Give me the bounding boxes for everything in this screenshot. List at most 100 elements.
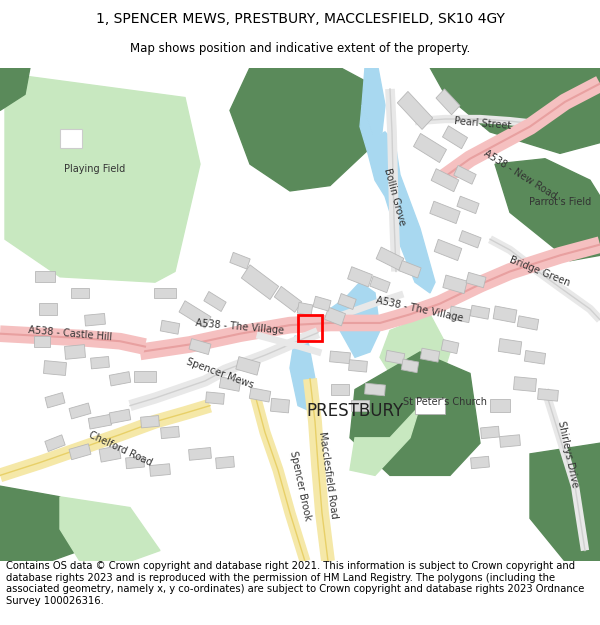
Text: Playing Field: Playing Field [64,164,125,174]
Polygon shape [65,344,85,359]
Polygon shape [454,166,476,184]
Polygon shape [517,316,539,330]
Polygon shape [470,305,490,319]
Polygon shape [99,446,121,462]
Polygon shape [349,360,367,372]
Polygon shape [338,294,356,309]
Polygon shape [493,306,517,322]
Polygon shape [44,361,67,376]
Polygon shape [179,301,211,328]
Polygon shape [430,201,460,224]
Polygon shape [466,272,486,288]
Polygon shape [230,68,380,191]
Polygon shape [154,288,176,298]
Polygon shape [325,307,346,326]
Polygon shape [0,486,80,561]
Text: A538 - New Road: A538 - New Road [482,148,558,201]
Polygon shape [290,336,315,411]
Polygon shape [420,348,440,362]
Text: Chelford Road: Chelford Road [87,429,153,468]
Polygon shape [399,261,421,278]
Polygon shape [459,231,481,248]
Text: Contains OS data © Crown copyright and database right 2021. This information is : Contains OS data © Crown copyright and d… [6,561,584,606]
Polygon shape [109,409,131,424]
Polygon shape [442,126,467,149]
Polygon shape [313,296,331,311]
Polygon shape [385,351,405,364]
Polygon shape [297,302,313,316]
Polygon shape [436,89,460,115]
Text: Parrot's Field: Parrot's Field [529,197,591,207]
Polygon shape [149,464,170,476]
Polygon shape [71,288,89,298]
Polygon shape [69,403,91,419]
Text: Bridge Green: Bridge Green [508,255,572,288]
Text: A538 - The Village: A538 - The Village [376,295,464,323]
Text: Spencer Brook: Spencer Brook [288,451,312,522]
Polygon shape [457,196,479,214]
Polygon shape [249,388,271,402]
Polygon shape [39,302,57,316]
Polygon shape [413,134,446,162]
Polygon shape [530,443,600,561]
Polygon shape [274,286,302,312]
Polygon shape [236,357,260,375]
Polygon shape [360,105,435,293]
Polygon shape [35,271,55,282]
Polygon shape [380,314,450,389]
Polygon shape [0,68,30,111]
Text: St Peter's Church: St Peter's Church [403,398,487,408]
Polygon shape [161,426,179,439]
Text: PRESTBURY: PRESTBURY [307,402,404,420]
Polygon shape [365,383,385,396]
Polygon shape [441,339,459,354]
Polygon shape [449,306,471,322]
Text: A538 - Castle Hill: A538 - Castle Hill [28,325,112,342]
Polygon shape [350,406,420,476]
Polygon shape [415,398,445,414]
Polygon shape [88,414,112,429]
Polygon shape [215,456,235,469]
Polygon shape [514,377,536,392]
Polygon shape [430,68,600,153]
Polygon shape [189,339,211,354]
Text: Map shows position and indicative extent of the property.: Map shows position and indicative extent… [130,42,470,55]
Polygon shape [85,314,106,326]
Text: Pearl Street: Pearl Street [454,116,512,131]
Polygon shape [481,426,499,439]
Polygon shape [5,76,200,282]
Text: A538 - The Village: A538 - The Village [195,318,285,336]
Polygon shape [376,247,404,270]
Polygon shape [45,435,65,451]
Polygon shape [490,399,510,412]
Polygon shape [397,91,433,129]
Bar [60,129,82,148]
Text: 1, SPENCER MEWS, PRESTBURY, MACCLESFIELD, SK10 4GY: 1, SPENCER MEWS, PRESTBURY, MACCLESFIELD… [95,12,505,26]
Polygon shape [330,282,380,357]
Polygon shape [109,372,131,386]
Polygon shape [538,389,559,401]
Polygon shape [160,320,180,334]
Polygon shape [350,352,480,476]
Text: Bollin Grove: Bollin Grove [383,166,407,226]
Polygon shape [347,267,373,287]
Text: Shirleys Drive: Shirleys Drive [556,419,580,488]
Polygon shape [495,159,600,261]
Polygon shape [45,392,65,408]
Polygon shape [329,351,350,364]
Polygon shape [434,239,462,261]
Polygon shape [241,265,278,299]
Polygon shape [140,416,160,428]
Polygon shape [401,359,419,372]
Polygon shape [470,456,490,469]
Polygon shape [204,291,226,311]
Polygon shape [34,336,50,347]
Polygon shape [331,384,349,395]
Polygon shape [230,253,250,269]
Polygon shape [60,497,160,561]
Polygon shape [351,400,369,411]
Polygon shape [431,169,459,192]
Text: Spencer Mews: Spencer Mews [185,357,255,390]
Text: Macclesfield Road: Macclesfield Road [317,431,339,519]
Polygon shape [498,339,522,354]
